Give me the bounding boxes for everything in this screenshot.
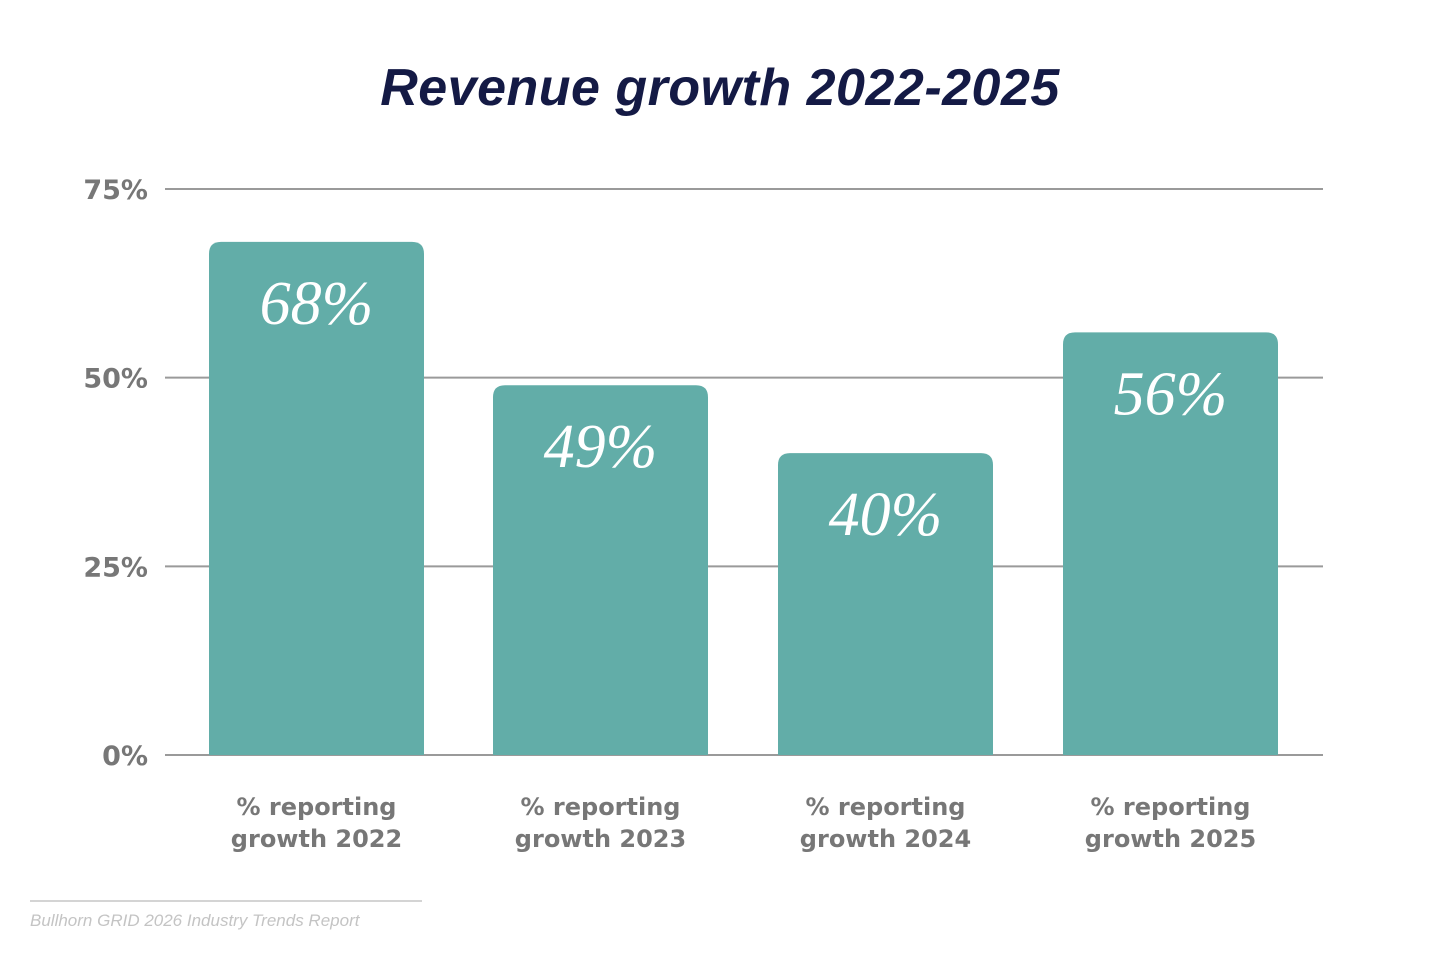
y-tick-label: 0% xyxy=(102,741,148,772)
x-category-label: % reporting xyxy=(1091,793,1251,821)
bar xyxy=(778,453,993,755)
y-tick-label: 25% xyxy=(83,552,148,583)
x-category-label: growth 2023 xyxy=(515,825,686,853)
data-label: 68% xyxy=(260,270,374,338)
x-category-label: % reporting xyxy=(237,793,397,821)
chart-title: Revenue growth 2022-2025 xyxy=(380,59,1060,117)
data-label: 40% xyxy=(829,481,943,549)
x-category-label: % reporting xyxy=(521,793,681,821)
x-category-label: growth 2025 xyxy=(1085,825,1256,853)
data-label: 56% xyxy=(1114,360,1228,428)
y-tick-label: 50% xyxy=(83,364,148,395)
footer-divider xyxy=(30,900,422,902)
bar xyxy=(209,241,424,755)
y-tick-label: 75% xyxy=(83,175,148,206)
bar xyxy=(1063,332,1278,755)
x-category-label: % reporting xyxy=(806,793,966,821)
x-category-label: growth 2024 xyxy=(800,825,971,853)
x-category-label: growth 2022 xyxy=(231,825,402,853)
source-note: Bullhorn GRID 2026 Industry Trends Repor… xyxy=(30,911,360,930)
data-label: 49% xyxy=(544,413,658,481)
bar xyxy=(493,385,708,755)
